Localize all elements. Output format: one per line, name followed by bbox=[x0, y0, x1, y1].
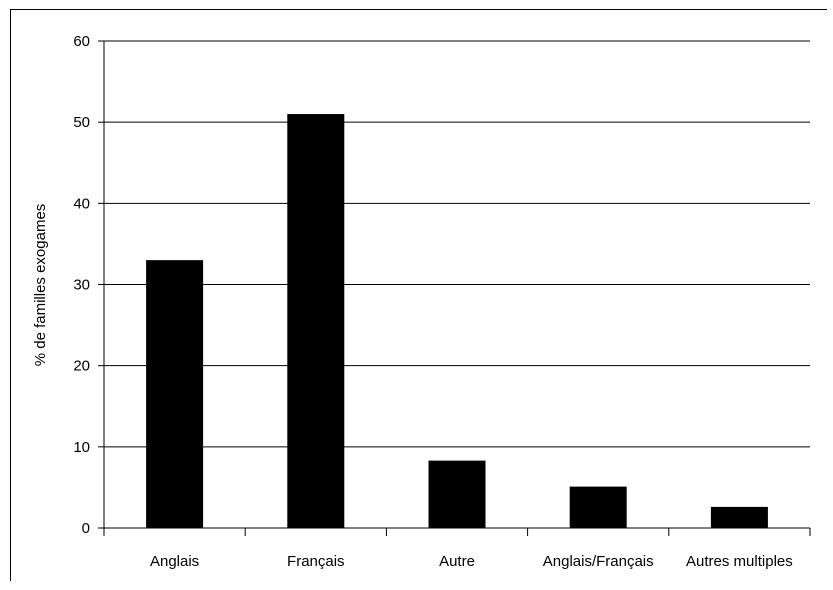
gridlines bbox=[104, 40, 810, 448]
x-category-label: Anglais/Français bbox=[543, 553, 654, 570]
bars bbox=[146, 114, 768, 529]
bar-0 bbox=[146, 260, 204, 528]
y-tick-label: 20 bbox=[73, 358, 90, 375]
y-tick-label: 10 bbox=[73, 439, 90, 456]
x-category-label: Français bbox=[287, 553, 345, 570]
x-category-label: Anglais bbox=[150, 553, 199, 570]
chart-frame bbox=[10, 9, 827, 581]
y-tick-label: 0 bbox=[82, 520, 90, 537]
x-category-labels: Anglais Français Autre Anglais/Français Autr… bbox=[150, 553, 793, 570]
y-tick-label: 40 bbox=[73, 195, 90, 212]
y-axis-title: % de familles exogames bbox=[32, 204, 49, 367]
bar-3 bbox=[569, 486, 627, 528]
axes bbox=[98, 40, 811, 536]
x-category-label: Autres multiples bbox=[686, 553, 793, 570]
y-tick-label: 30 bbox=[73, 277, 90, 294]
y-tick-label: 50 bbox=[73, 114, 90, 131]
y-tick-label: 60 bbox=[73, 33, 90, 50]
x-category-label: Autre bbox=[439, 553, 475, 570]
y-tick-labels: 0 10 20 30 40 50 60 bbox=[73, 33, 90, 537]
bar-1 bbox=[287, 114, 345, 529]
bar-2 bbox=[428, 460, 486, 528]
bar-4 bbox=[710, 506, 768, 528]
